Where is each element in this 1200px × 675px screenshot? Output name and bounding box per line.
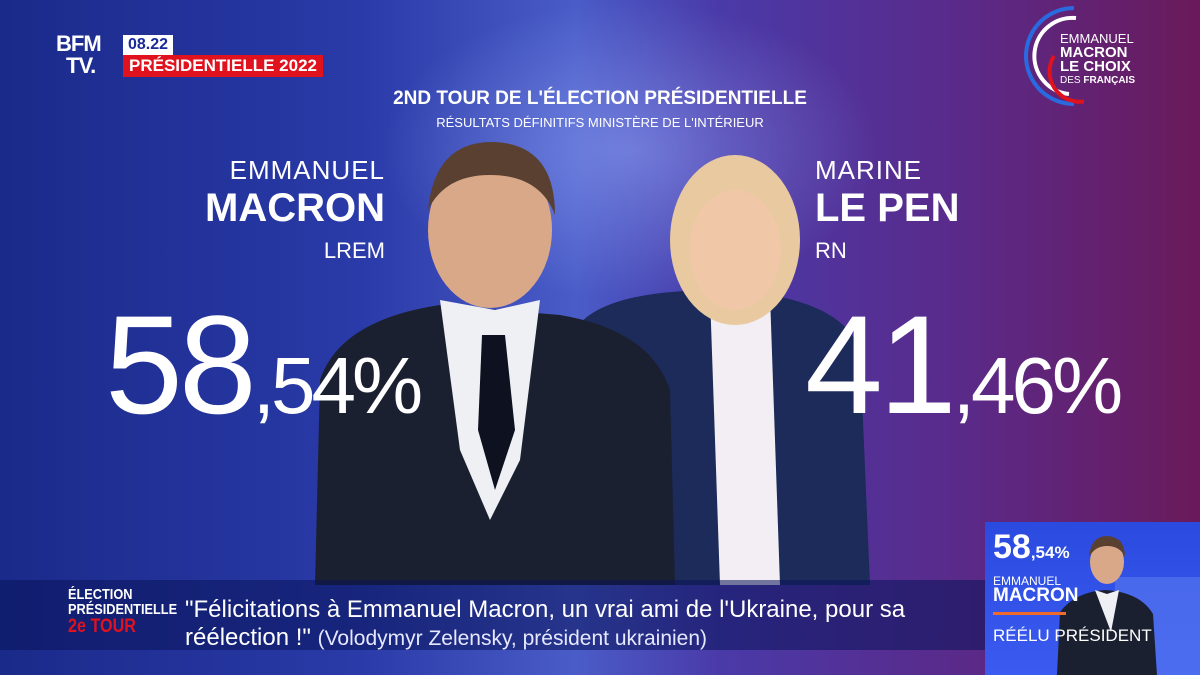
ticker-quote: "Félicitations à Emmanuel Macron, un vra… — [185, 596, 975, 653]
campaign-badge: EMMANUEL MACRON LE CHOIX DES FRANÇAIS — [1024, 6, 1184, 106]
first-name: MARINE — [815, 155, 923, 185]
inset-last-name: MACRON — [993, 585, 1079, 606]
show-title: PRÉSIDENTIELLE 2022 — [123, 55, 324, 77]
badge-line4a: DES — [1060, 75, 1081, 86]
ticker-bar — [0, 580, 985, 650]
score-int: 58 — [105, 286, 257, 443]
inset-score-int: 58 — [993, 528, 1031, 566]
clock: 08.22 — [123, 35, 174, 55]
party: RN — [815, 238, 847, 263]
badge-line1: EMMANUEL — [1060, 31, 1134, 46]
inset-status: RÉÉLU PRÉSIDENT — [993, 626, 1152, 645]
inset-photo — [1057, 536, 1200, 675]
le-pen-score: 41,46% — [805, 290, 1123, 461]
macron-photo — [315, 141, 675, 585]
graphic-subtitle: Résultats définitifs Ministère de l'Inté… — [436, 115, 764, 130]
score-dec: ,54% — [252, 341, 423, 430]
ticker-label-1: ÉLECTION — [68, 586, 133, 603]
ticker-label-3: 2e TOUR — [68, 616, 136, 637]
logo-line1: BFM — [56, 31, 102, 56]
badge-line3: LE CHOIX — [1060, 58, 1131, 75]
badge-line2: MACRON — [1060, 44, 1128, 61]
last-name: LE PEN — [815, 186, 960, 230]
badge-line4b: FRANÇAIS — [1083, 75, 1136, 86]
orange-rule — [993, 612, 1066, 615]
candidate-photos — [315, 141, 870, 585]
inset-score-dec: ,54% — [1030, 543, 1070, 562]
result-inset: 58,54% EMMANUEL MACRON RÉÉLU PRÉSIDENT — [985, 522, 1200, 675]
first-name: EMMANUEL — [229, 155, 385, 185]
score-dec: ,46% — [952, 341, 1123, 430]
macron-score: 58,54% — [105, 290, 423, 461]
last-name: MACRON — [205, 186, 385, 230]
bfm-logo: BFM TV. — [56, 31, 102, 78]
arc-logo-icon — [1024, 6, 1084, 106]
quote-text: "Félicitations à Emmanuel Macron, un vra… — [185, 596, 906, 651]
quote-source: (Volodymyr Zelensky, président ukrainien… — [317, 627, 708, 650]
party: LREM — [323, 238, 385, 263]
score-int: 41 — [805, 286, 957, 443]
candidate-le-pen: MARINE LE PEN RN — [815, 155, 959, 264]
ticker-label: ÉLECTION PRÉSIDENTIELLE 2e TOUR — [68, 587, 177, 636]
logo-line2: TV. — [66, 53, 96, 78]
candidate-macron: EMMANUEL MACRON LREM — [100, 155, 385, 264]
graphic-title: 2ND TOUR DE L'ÉLECTION PRÉSIDENTIELLE — [393, 88, 807, 109]
ticker-label-2: PRÉSIDENTIELLE — [68, 601, 178, 618]
inset-first-name: EMMANUEL — [993, 574, 1062, 588]
